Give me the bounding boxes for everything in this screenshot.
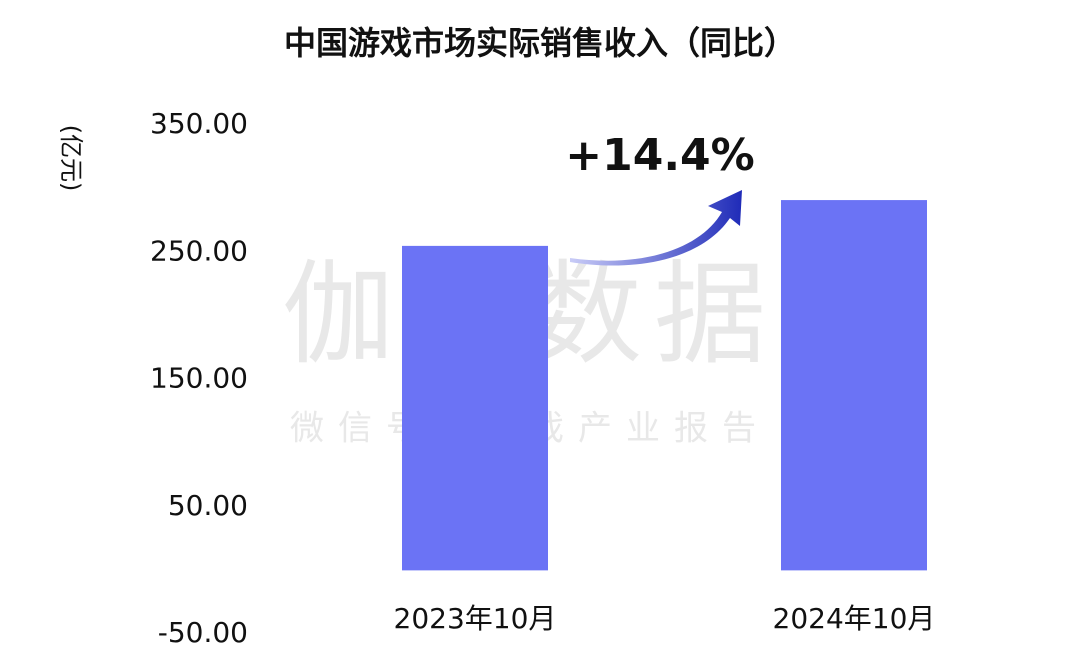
y-tick-label: -50.00 xyxy=(158,616,248,649)
y-tick-label: 350.00 xyxy=(150,107,248,140)
y-axis-label: (亿元) xyxy=(57,125,85,192)
annotation: +14.4% xyxy=(565,130,755,181)
y-tick-label: 250.00 xyxy=(150,234,248,267)
x-tick-label: 2023年10月 xyxy=(394,602,557,635)
bar xyxy=(402,245,548,571)
y-tick-label: 50.00 xyxy=(168,489,248,522)
bar xyxy=(781,200,927,571)
y-tick-label: 150.00 xyxy=(150,362,248,395)
x-tick-label: 2024年10月 xyxy=(773,602,936,635)
chart-title: 中国游戏市场实际销售收入（同比） xyxy=(284,24,796,62)
